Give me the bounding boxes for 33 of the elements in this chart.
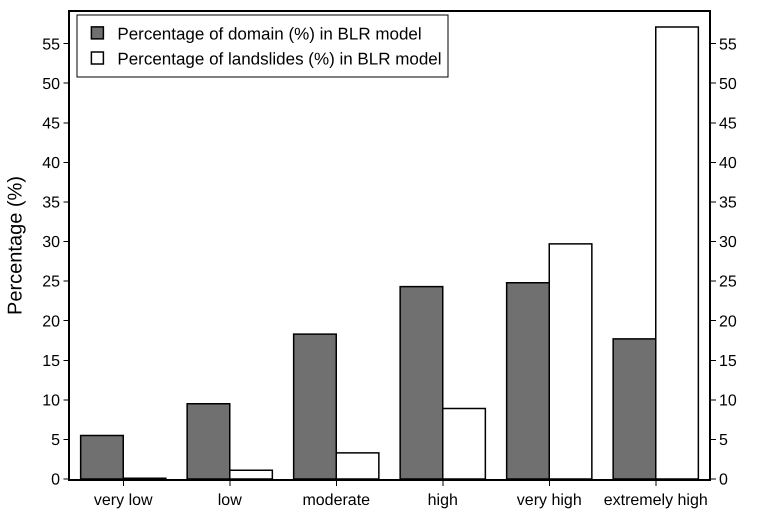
y2-tick-label: 30 — [718, 234, 737, 252]
y-tick-label: 40 — [42, 154, 60, 172]
legend-label: Percentage of domain (%) in BLR model — [117, 24, 422, 44]
y2-tick-label: 15 — [718, 352, 737, 370]
y2-tick-label: 35 — [718, 194, 737, 212]
x-tick-label: low — [218, 492, 242, 509]
y-tick-label: 55 — [42, 36, 60, 54]
y-tick-label: 0 — [51, 472, 60, 489]
y2-tick-label: 10 — [718, 392, 737, 410]
y2-tick-label: 20 — [718, 313, 737, 330]
legend-label: Percentage of landslides (%) in BLR model — [117, 50, 442, 69]
y-tick-label: 20 — [42, 313, 60, 330]
x-tick-label: moderate — [302, 492, 370, 509]
y-tick-label: 10 — [42, 392, 60, 410]
x-tick-label: very high — [516, 492, 582, 509]
y-tick-label: 25 — [42, 274, 60, 291]
y2-tick-label: 45 — [718, 115, 737, 132]
x-tick-label: very low — [94, 492, 154, 509]
x-tick-label: extremely high — [604, 492, 708, 509]
y2-tick-label: 50 — [718, 76, 737, 93]
x-tick-label: high — [428, 492, 458, 509]
y-tick-label: 35 — [42, 194, 60, 212]
y2-tick-label: 0 — [718, 472, 728, 489]
y-axis-title: Percentage (%) — [4, 176, 26, 315]
y-tick-label: 30 — [42, 234, 60, 252]
y2-tick-label: 25 — [718, 274, 737, 291]
y-tick-label: 45 — [42, 115, 60, 132]
y-tick-label: 15 — [42, 352, 60, 370]
y2-tick-label: 5 — [718, 432, 728, 450]
y2-tick-label: 55 — [718, 36, 737, 54]
y2-tick-label: 40 — [718, 154, 737, 172]
y-tick-label: 5 — [51, 432, 60, 450]
y-tick-label: 50 — [42, 76, 60, 93]
